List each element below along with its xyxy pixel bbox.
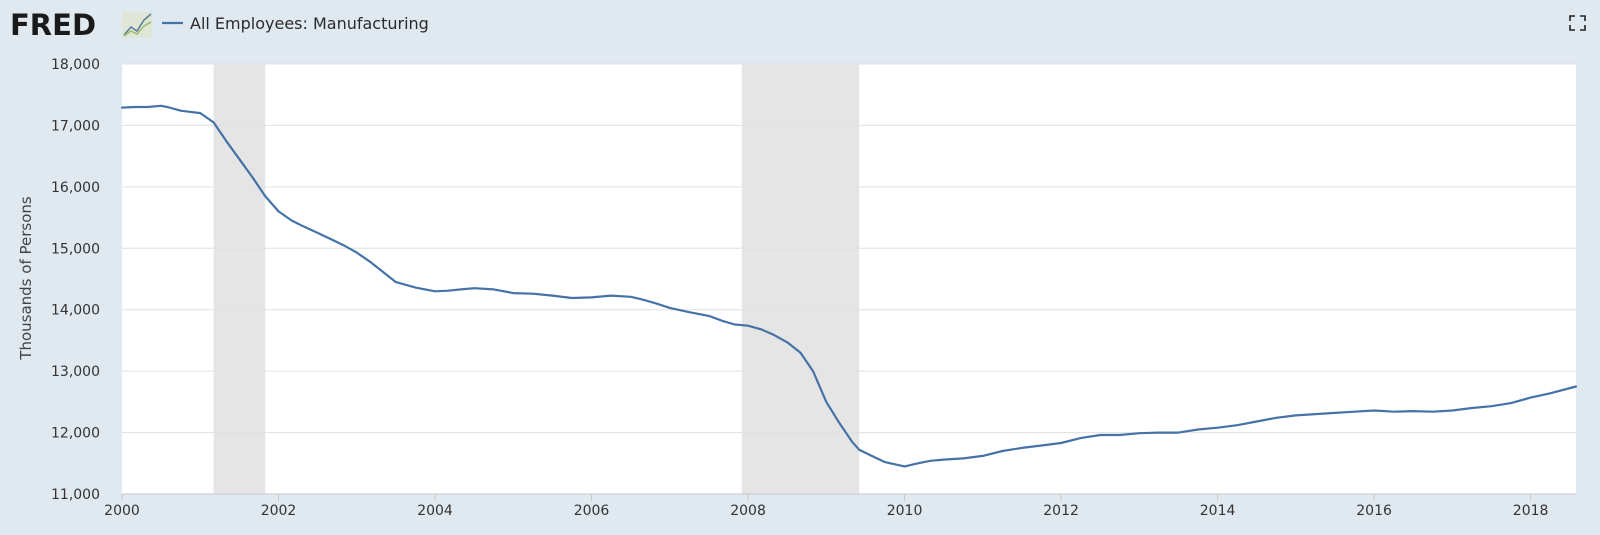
- line-graph-icon: [122, 12, 152, 38]
- fullscreen-icon[interactable]: [1569, 15, 1586, 31]
- x-axis-ticks: 2000 2002 2004 2006 2008 2010 2012 2014 2016 2018: [104, 494, 1548, 519]
- x-tick-label: 2018: [1513, 503, 1549, 519]
- recession-band-2: [741, 64, 860, 494]
- y-tick-label: 15,000: [51, 241, 100, 257]
- x-tick-label: 2012: [1043, 503, 1079, 519]
- fred-logo-text: FRED: [10, 8, 96, 42]
- recession-band-1: [213, 64, 266, 494]
- x-tick-label: 2004: [417, 503, 453, 519]
- legend: All Employees: Manufacturing: [162, 14, 429, 33]
- y-axis-ticks: 11,000 12,000 13,000 14,000 15,000 16,000 17,0…: [51, 57, 100, 503]
- y-tick-label: 17,000: [51, 118, 100, 134]
- series-title: All Employees: Manufacturing: [190, 14, 429, 33]
- x-tick-label: 2000: [104, 503, 140, 519]
- y-tick-label: 18,000: [51, 57, 100, 73]
- y-tick-label: 13,000: [51, 364, 100, 380]
- y-tick-label: 11,000: [51, 487, 100, 503]
- fred-logo[interactable]: FRED: [10, 8, 152, 42]
- y-tick-label: 16,000: [51, 180, 100, 196]
- series-line-1: [120, 104, 1578, 468]
- x-tick-label: 2008: [730, 503, 766, 519]
- grid-lines: [122, 63, 1576, 434]
- y-tick-label: 12,000: [51, 426, 100, 442]
- y-axis-title: Thousands of Persons: [17, 196, 35, 361]
- series-layer: [120, 104, 1578, 468]
- y-tick-label: 14,000: [51, 303, 100, 319]
- x-tick-label: 2014: [1200, 503, 1236, 519]
- x-tick-label: 2002: [261, 503, 297, 519]
- x-tick-label: 2010: [887, 503, 923, 519]
- x-tick-label: 2016: [1356, 503, 1392, 519]
- x-tick-label: 2006: [574, 503, 610, 519]
